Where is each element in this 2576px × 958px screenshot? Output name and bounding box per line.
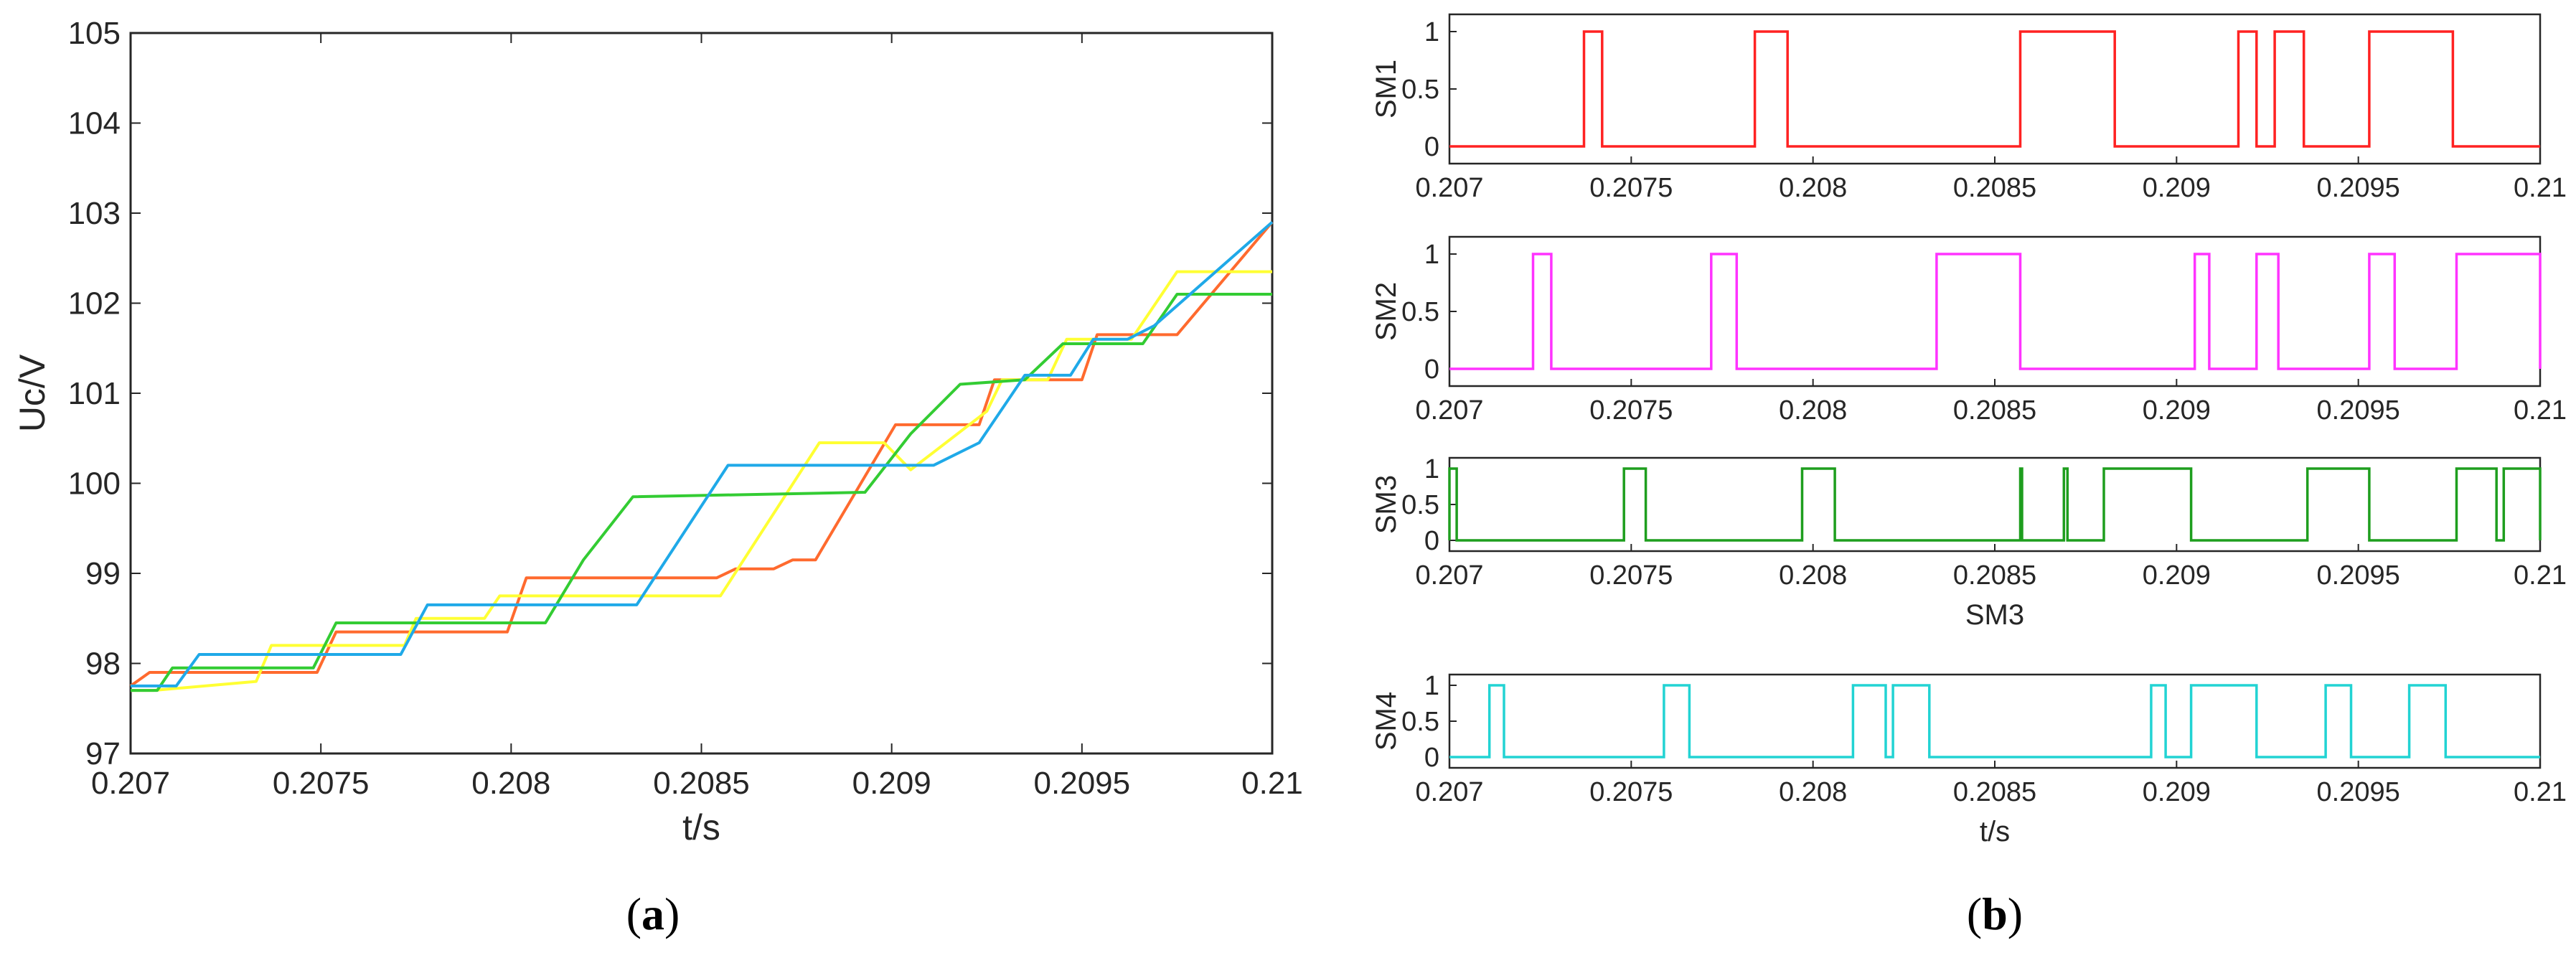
series-line-2 <box>131 270 1272 692</box>
caption-close-paren: ) <box>664 888 680 939</box>
y-tick-label: 0.5 <box>1401 75 1439 105</box>
x-axis-label-sm3: SM3 <box>1965 599 2024 631</box>
y-tick-label: 1 <box>1424 454 1439 484</box>
x-tick-label: 0.2075 <box>1589 395 1673 426</box>
y-tick-label: 0.5 <box>1401 490 1439 520</box>
x-tick-label-a: 0.2095 <box>1034 766 1131 801</box>
y-tick-label-a: 105 <box>68 16 121 51</box>
series-line-3 <box>131 293 1272 692</box>
y-tick-label: 1 <box>1424 17 1439 47</box>
y-tick-label-a: 103 <box>68 196 121 231</box>
x-tick-label: 0.2095 <box>2317 560 2400 591</box>
caption-close-paren: ) <box>2008 888 2023 939</box>
caption-open-paren: ( <box>626 888 641 939</box>
x-axis-label-sm4: t/s <box>1980 816 2010 847</box>
x-tick-label: 0.207 <box>1415 173 1483 203</box>
chart-b: 0.207 0.2075 0.208 0.2085 0.209 0.2095 0.21 0 0.… <box>1371 13 2567 847</box>
caption-b: (b) <box>1967 888 2023 939</box>
y-tick-label-a: 99 <box>85 556 121 591</box>
x-tick-label: 0.2085 <box>1953 395 2036 426</box>
x-tick-label: 0.2095 <box>2317 777 2400 807</box>
x-tick-label: 0.209 <box>2143 560 2211 591</box>
x-tick-label: 0.2075 <box>1589 173 1673 203</box>
y-tick-label-a: 102 <box>68 286 121 321</box>
series-line-1 <box>129 221 1274 687</box>
x-tick-label: 0.209 <box>2143 395 2211 426</box>
y-axis-label-a: Uc/V <box>12 354 52 432</box>
x-tick-label: 0.208 <box>1779 395 1847 426</box>
y-tick-label: 0 <box>1424 132 1439 162</box>
y-tick-label: 1 <box>1424 671 1439 701</box>
y-tick-label: 1 <box>1424 240 1439 270</box>
x-tick-label: 0.207 <box>1415 560 1483 591</box>
axes-frame-sm3 <box>1448 456 2542 553</box>
switching-signal-sm1 <box>1449 30 2540 148</box>
y-tick-label: 0 <box>1424 526 1439 556</box>
x-tick-label-a: 0.208 <box>471 766 550 801</box>
x-tick-label-a: 0.209 <box>852 766 931 801</box>
switching-signal-sm4 <box>1449 684 2540 759</box>
switching-signal-sm2 <box>1449 253 2542 370</box>
y-axis-label-sm3: SM3 <box>1371 475 1402 534</box>
x-tick-label-a: 0.2085 <box>653 766 750 801</box>
x-tick-label: 0.2085 <box>1953 560 2036 591</box>
y-tick-label-a: 104 <box>68 106 121 141</box>
x-tick-label: 0.209 <box>2143 777 2211 807</box>
y-tick-label-a: 97 <box>85 736 121 771</box>
y-tick-label: 0.5 <box>1401 707 1439 737</box>
y-axis-label-sm2: SM2 <box>1371 282 1402 341</box>
subplot-sm1: 0.207 0.2075 0.208 0.2085 0.209 0.2095 0.21 0 0.… <box>1371 13 2567 203</box>
subplot-sm2: 0.207 0.2075 0.208 0.2085 0.209 0.2095 0.21 0 0.… <box>1371 235 2567 426</box>
x-tick-label: 0.2075 <box>1589 777 1673 807</box>
x-tick-label: 0.207 <box>1415 777 1483 807</box>
axes-frame-sm1 <box>1448 13 2542 165</box>
x-tick-label: 0.21 <box>2514 173 2567 203</box>
x-tick-label-a: 0.21 <box>1241 766 1303 801</box>
x-tick-label: 0.2075 <box>1589 560 1673 591</box>
axes-frame-a <box>129 32 1274 755</box>
y-tick-label: 0.5 <box>1401 297 1439 327</box>
captions: (a) (b) <box>626 888 2023 939</box>
x-tick-label: 0.2095 <box>2317 395 2400 426</box>
y-tick-label-a: 101 <box>68 376 121 411</box>
caption-a: (a) <box>626 888 680 939</box>
x-tick-label: 0.207 <box>1415 395 1483 426</box>
y-tick-label-a: 98 <box>85 647 121 682</box>
x-tick-label: 0.21 <box>2514 777 2567 807</box>
y-tick-label: 0 <box>1424 354 1439 385</box>
y-tick-label: 0 <box>1424 743 1439 773</box>
x-tick-label: 0.2085 <box>1953 777 2036 807</box>
x-tick-label: 0.208 <box>1779 777 1847 807</box>
axes-frame-sm4 <box>1448 673 2542 769</box>
y-axis-label-sm4: SM4 <box>1371 692 1402 751</box>
x-tick-label-a: 0.2075 <box>273 766 370 801</box>
x-tick-label: 0.209 <box>2143 173 2211 203</box>
chart-a: 0.207 0.2075 0.208 0.2085 0.209 0.2095 0.21 97 9… <box>12 16 1303 847</box>
y-axis-label-sm1: SM1 <box>1371 60 1402 118</box>
x-tick-label: 0.208 <box>1779 560 1847 591</box>
subplot-sm3: 0.207 0.2075 0.208 0.2085 0.209 0.2095 0.21 0 0.… <box>1371 454 2567 631</box>
x-tick-label-a: 0.207 <box>91 766 170 801</box>
subplot-sm4: 0.207 0.2075 0.208 0.2085 0.209 0.2095 0.21 0 0.… <box>1371 671 2567 847</box>
axes-frame-sm2 <box>1448 235 2542 388</box>
x-tick-label: 0.2095 <box>2317 173 2400 203</box>
switching-signal-sm3 <box>1448 467 2542 542</box>
x-tick-label: 0.2085 <box>1953 173 2036 203</box>
x-tick-label: 0.21 <box>2514 395 2567 426</box>
x-tick-label: 0.208 <box>1779 173 1847 203</box>
y-tick-label-a: 100 <box>68 466 121 502</box>
series-line-4 <box>131 220 1274 687</box>
caption-open-paren: ( <box>1967 888 1982 939</box>
x-axis-label-a: t/s <box>682 807 720 847</box>
caption-letter: b <box>1982 888 2008 939</box>
x-tick-label: 0.21 <box>2514 560 2567 591</box>
caption-letter: a <box>641 888 664 939</box>
